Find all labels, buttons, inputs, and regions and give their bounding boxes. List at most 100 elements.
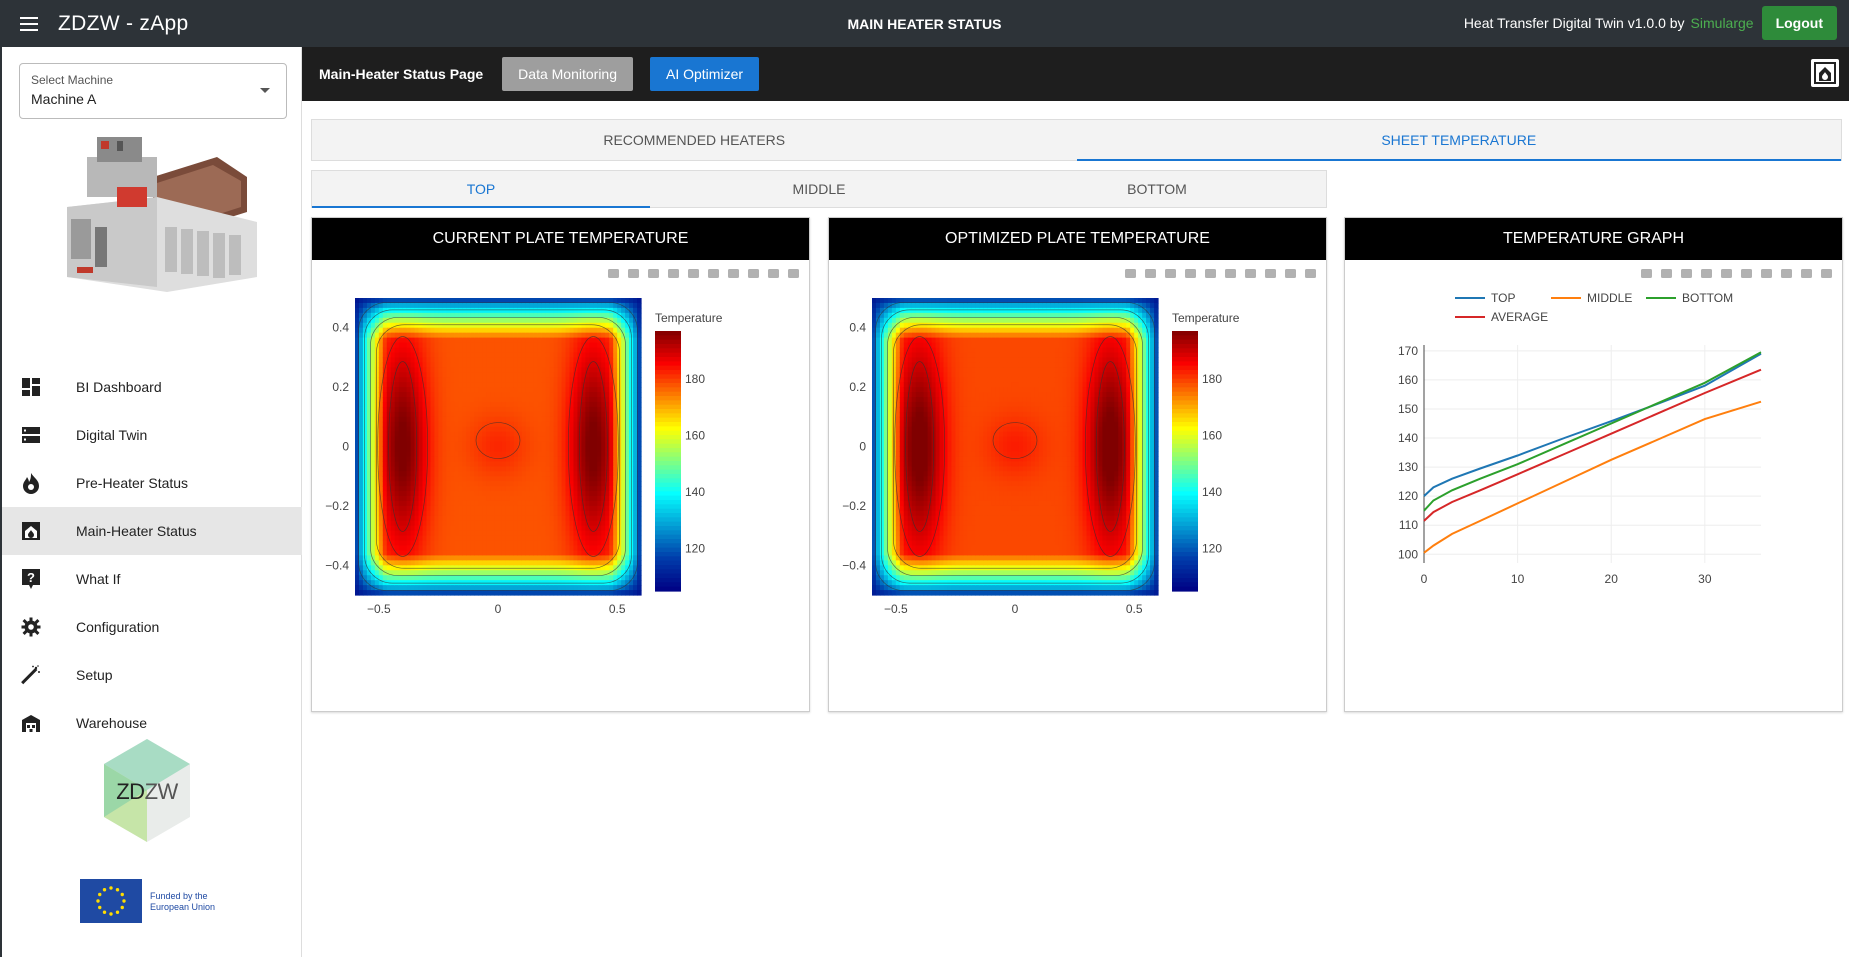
nav-item-configuration[interactable]: Configuration [2, 603, 302, 651]
pan-icon[interactable] [1163, 266, 1178, 281]
temperature-graph-title: TEMPERATURE GRAPH [1345, 218, 1842, 260]
gear-icon [20, 616, 42, 638]
zoom-in-icon[interactable] [1183, 266, 1198, 281]
camera-icon[interactable] [606, 266, 621, 281]
camera-icon[interactable] [1639, 266, 1654, 281]
nav-item-main-heater-status[interactable]: Main-Heater Status [2, 507, 302, 555]
pan-icon[interactable] [646, 266, 661, 281]
svg-text:ZDZW: ZDZW [116, 779, 178, 804]
brand-link[interactable]: Simularge [1690, 15, 1754, 31]
data-monitoring-button[interactable]: Data Monitoring [502, 57, 633, 91]
legend-item-middle[interactable]: MIDDLE [1587, 291, 1632, 305]
hover-compare-icon[interactable] [1819, 266, 1834, 281]
tab-middle[interactable]: MIDDLE [792, 181, 846, 197]
zoom-icon[interactable] [626, 266, 641, 281]
nav-item-setup[interactable]: Setup [2, 651, 302, 699]
heater-home-icon[interactable] [1811, 59, 1839, 87]
zdzw-logo: ZDZW [104, 739, 190, 842]
machine-select[interactable]: Select Machine Machine A [19, 63, 287, 119]
reset-axes-icon[interactable] [1759, 266, 1774, 281]
reset-axes-icon[interactable] [726, 266, 741, 281]
app-info: Heat Transfer Digital Twin v1.0.0 by Sim… [1464, 6, 1837, 40]
eu-flag-icon [80, 879, 142, 923]
tab-recommended-heaters[interactable]: RECOMMENDED HEATERS [603, 132, 786, 148]
nav-item-pre-heater-status[interactable]: Pre-Heater Status [2, 459, 302, 507]
zoom-in-icon[interactable] [666, 266, 681, 281]
ai-optimizer-button[interactable]: AI Optimizer [650, 57, 760, 91]
hover-compare-icon[interactable] [786, 266, 801, 281]
grid-lines [1423, 345, 1761, 563]
legend-item-average[interactable]: AVERAGE [1491, 310, 1548, 324]
x-tick-label: 20 [1605, 572, 1619, 586]
nav-item-what-if[interactable]: ? What If [2, 555, 302, 603]
current-plate-card: CURRENT PLATE TEMPERATURE −0.5 0 0.5 0.4 0.2… [311, 217, 810, 712]
optimized-temperature-heatmap[interactable]: −0.5 0 0.5 0.4 0.2 0 −0.2 −0.4 Temperature 120 140… [829, 260, 1328, 712]
hover-closest-icon[interactable] [1799, 266, 1814, 281]
eu-funding-logo: Funded by the European Union [80, 879, 220, 923]
nav-item-label: Main-Heater Status [76, 523, 197, 539]
zoom-out-icon[interactable] [686, 266, 701, 281]
y-tick-label: 140 [1398, 431, 1418, 445]
current-temperature-heatmap[interactable]: −0.5 0 0.5 0.4 0.2 0 −0.2 −0.4 Temperature 120 140… [312, 260, 811, 712]
y-tick-label: 160 [1398, 373, 1418, 387]
status-page-title: Main-Heater Status Page [319, 66, 484, 82]
nav-menu: BI Dashboard Digital Twin Pre-Heater Sta… [2, 363, 302, 747]
colorbar-title: Temperature [655, 311, 723, 325]
y-tick-label: −0.2 [325, 499, 349, 513]
legend-item-bottom[interactable]: BOTTOM [1682, 291, 1733, 305]
temperature-line-chart[interactable]: 100 110 120 130 140 150 160 170 0 10 20 30 TOP MIDDLE… [1345, 260, 1844, 712]
zoom-in-icon[interactable] [1699, 266, 1714, 281]
hover-closest-icon[interactable] [1283, 266, 1298, 281]
nav-item-bi-dashboard[interactable]: BI Dashboard [2, 363, 302, 411]
spike-lines-icon[interactable] [1779, 266, 1794, 281]
y-tick-label: 110 [1399, 518, 1418, 532]
autoscale-icon[interactable] [706, 266, 721, 281]
y-tick-label: 120 [1398, 489, 1418, 503]
y-tick-label: 170 [1398, 344, 1418, 358]
colorbar-tick-label: 140 [685, 485, 705, 499]
current-plate-title: CURRENT PLATE TEMPERATURE [312, 218, 809, 260]
hover-compare-icon[interactable] [1303, 266, 1318, 281]
sidebar: Select Machine Machine A BI Dashboard [0, 47, 302, 957]
legend-item-top[interactable]: TOP [1491, 291, 1515, 305]
dashboard-icon [20, 376, 42, 398]
tab-top[interactable]: TOP [312, 171, 650, 208]
zoom-out-icon[interactable] [1719, 266, 1734, 281]
zoom-icon[interactable] [1143, 266, 1158, 281]
nav-item-label: Setup [76, 667, 113, 683]
x-tick-label: 0 [495, 602, 502, 616]
machine-image [67, 137, 257, 292]
eu-text-line1: Funded by the [150, 891, 208, 901]
colorbar-tick-label: 160 [685, 429, 705, 443]
series-line-top [1423, 352, 1762, 497]
colorbar-tick-label: 180 [685, 372, 705, 386]
plot-modebar [1123, 266, 1318, 281]
hover-closest-icon[interactable] [766, 266, 781, 281]
optimized-plate-title: OPTIMIZED PLATE TEMPERATURE [829, 218, 1326, 260]
y-tick-label: 0.4 [849, 321, 866, 335]
flame-icon [20, 472, 42, 494]
pan-icon[interactable] [1679, 266, 1694, 281]
x-tick-label: 0 [1012, 602, 1019, 616]
zoom-icon[interactable] [1659, 266, 1674, 281]
zoom-out-icon[interactable] [1203, 266, 1218, 281]
spike-lines-icon[interactable] [746, 266, 761, 281]
logout-button[interactable]: Logout [1761, 6, 1837, 40]
toolbar: Main-Heater Status Page Data Monitoring … [302, 47, 1849, 101]
position-tabs: TOP MIDDLE BOTTOM [311, 170, 1327, 208]
hamburger-menu-icon[interactable] [20, 9, 50, 39]
reset-axes-icon[interactable] [1243, 266, 1258, 281]
spike-lines-icon[interactable] [1263, 266, 1278, 281]
autoscale-icon[interactable] [1223, 266, 1238, 281]
tab-sheet-temperature[interactable]: SHEET TEMPERATURE [1076, 120, 1842, 161]
svg-text:?: ? [27, 570, 35, 585]
camera-icon[interactable] [1123, 266, 1138, 281]
autoscale-icon[interactable] [1739, 266, 1754, 281]
nav-item-warehouse[interactable]: Warehouse [2, 699, 302, 747]
colorbar-title: Temperature [1172, 311, 1240, 325]
plot-modebar [1639, 266, 1834, 281]
y-tick-label: 0.4 [332, 321, 349, 335]
nav-item-digital-twin[interactable]: Digital Twin [2, 411, 302, 459]
tab-bottom[interactable]: BOTTOM [1127, 181, 1187, 197]
chevron-down-icon [260, 88, 270, 93]
